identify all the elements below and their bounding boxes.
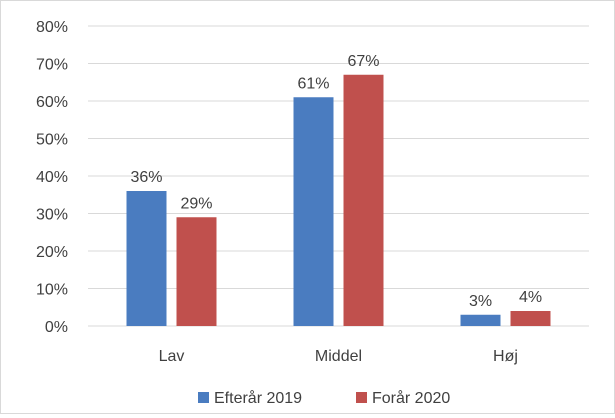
data-label: 4% <box>519 289 542 306</box>
y-tick-label: 40% <box>36 169 68 186</box>
y-tick-label: 30% <box>36 207 68 224</box>
y-tick-label: 80% <box>36 19 68 36</box>
data-label: 3% <box>469 293 492 310</box>
data-label: 67% <box>347 53 379 70</box>
y-tick-label: 0% <box>45 319 68 336</box>
x-category-label: Middel <box>315 348 362 365</box>
x-category-label: Høj <box>493 348 518 365</box>
legend-swatch <box>356 392 367 403</box>
bar <box>293 97 334 326</box>
y-tick-label: 70% <box>36 57 68 74</box>
data-label: 61% <box>297 75 329 92</box>
bar <box>343 74 384 326</box>
bar <box>176 217 217 326</box>
data-label: 36% <box>130 169 162 186</box>
y-tick-label: 60% <box>36 94 68 111</box>
bar <box>126 191 167 326</box>
y-tick-label: 50% <box>36 132 68 149</box>
legend-label: Efterår 2019 <box>214 389 302 407</box>
bar <box>460 314 501 326</box>
legend-swatch <box>198 392 209 403</box>
bar <box>510 311 551 326</box>
x-category-label: Lav <box>159 348 185 365</box>
y-tick-label: 20% <box>36 244 68 261</box>
y-tick-label: 10% <box>36 282 68 299</box>
legend-label: Forår 2020 <box>372 389 450 407</box>
data-label: 29% <box>180 195 212 212</box>
